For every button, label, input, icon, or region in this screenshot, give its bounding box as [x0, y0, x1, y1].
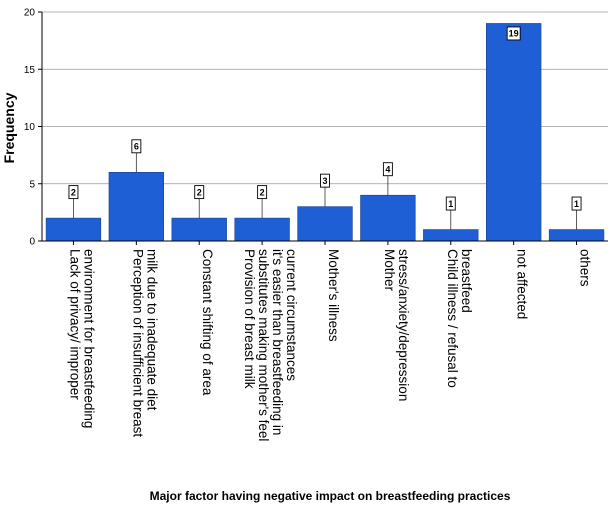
- axes: [38, 11, 608, 245]
- x-category-label-line: Mother: [382, 249, 397, 292]
- bar: [45, 217, 102, 242]
- x-category-label-line: stress/anxiety/depression: [396, 249, 411, 401]
- y-tick-label: 10: [24, 122, 36, 133]
- x-category-label: Motherstress/anxiety/depression: [382, 249, 411, 401]
- x-category-label-line: others: [578, 249, 593, 287]
- bars: [45, 23, 605, 242]
- data-label-box: [194, 185, 205, 200]
- x-axis-title: Major factor having negative impact on b…: [150, 489, 511, 503]
- bar: [423, 229, 479, 242]
- x-category-label: Lack of privacy/ improperenvironment for…: [67, 249, 96, 428]
- x-category-label-line: Mother's illness: [326, 249, 341, 342]
- x-category-label: Provision of breast milksubstitutes maki…: [242, 249, 299, 441]
- x-category-label-line: not affected: [515, 249, 530, 319]
- x-category-label-line: substitutes making mother's feel: [256, 249, 271, 441]
- bar: [548, 229, 605, 242]
- data-label: 1: [574, 199, 579, 209]
- data-label-box: [68, 185, 79, 200]
- data-label: 2: [197, 187, 202, 197]
- x-category-label-line: environment for breastfeeding: [81, 249, 96, 428]
- data-label-box: [506, 26, 521, 41]
- x-category-label-line: it's easier than breastfeeding in: [270, 249, 285, 435]
- data-label: 2: [260, 187, 265, 197]
- y-tick-label: 5: [29, 179, 35, 190]
- x-category-label-line: Provision of breast milk: [242, 249, 257, 389]
- x-category-label: Constant shifting of area: [200, 249, 215, 396]
- data-label-box: [445, 196, 456, 211]
- x-category-label: Child illness / refusal tobreastfeed: [445, 249, 474, 388]
- y-tick-label: 0: [29, 237, 35, 248]
- bar: [234, 217, 290, 242]
- x-category-label-line: Lack of privacy/ improper: [67, 249, 82, 400]
- data-label: 6: [134, 142, 139, 152]
- labels: 0 5 10 15 20 2 Lack of privacy/ improperenviro…: [24, 8, 593, 442]
- x-category-label: Perception of insufficient breastmilk du…: [130, 249, 159, 437]
- bar: [108, 172, 164, 242]
- data-label-box: [257, 185, 268, 200]
- x-category-label-line: current circumstances: [284, 249, 299, 381]
- data-label-box: [320, 173, 330, 188]
- data-label: 4: [385, 164, 390, 174]
- y-tick-label: 15: [24, 65, 36, 76]
- x-category-label-line: milk due to inadequate diet: [144, 249, 159, 411]
- x-category-label: Mother's illness: [326, 249, 341, 342]
- data-label: 1: [448, 199, 453, 209]
- x-category-label-line: Constant shifting of area: [200, 249, 215, 396]
- x-category-label-line: Child illness / refusal to: [445, 249, 460, 388]
- data-label: 3: [322, 176, 327, 186]
- bar: [486, 23, 542, 242]
- data-label: 2: [71, 187, 76, 197]
- bar: [297, 206, 353, 242]
- bar: [171, 217, 227, 242]
- x-category-label: others: [578, 249, 593, 287]
- x-category-label-line: breastfeed: [459, 249, 474, 313]
- data-label: 19: [509, 29, 519, 39]
- x-category-label-line: Perception of insufficient breast: [130, 249, 145, 437]
- x-category-label: not affected: [515, 249, 530, 319]
- y-tick-label: 20: [24, 8, 36, 19]
- data-label-box: [131, 139, 142, 154]
- data-label-box: [382, 162, 393, 177]
- data-label-box: [571, 196, 582, 211]
- y-axis-title: Frequency: [1, 92, 17, 163]
- bar: [360, 194, 416, 242]
